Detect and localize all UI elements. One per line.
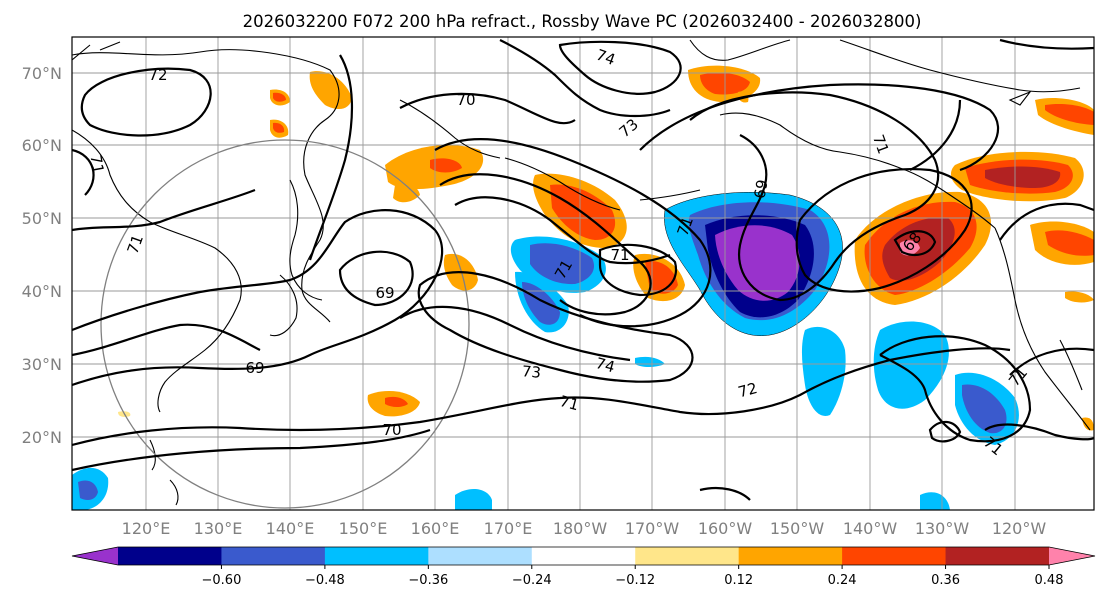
- lat-label-60n: 60°N: [22, 136, 62, 155]
- colorbar-tick-label: −0.60: [202, 573, 242, 588]
- contour-label: 71: [674, 214, 697, 238]
- colorbar-segment: [842, 547, 947, 565]
- lon-label: 160°W: [698, 519, 753, 538]
- map-panel: 72 70 71 71 74 73 71 69 69 71 71 73 74 7…: [71, 36, 1095, 511]
- negative-anomaly-cells-south: [72, 321, 1019, 510]
- contour-label: 71: [558, 392, 581, 414]
- colorbar-segment: [221, 547, 326, 565]
- contour-label: 69: [245, 359, 264, 377]
- lon-label: 160°E: [411, 519, 460, 538]
- lat-label-50n: 50°N: [22, 209, 62, 228]
- longitude-labels: 120°E 130°E 140°E 150°E 160°E 170°E 180°…: [122, 519, 1047, 538]
- lon-label: 150°W: [770, 519, 825, 538]
- contour-label: 72: [736, 379, 759, 401]
- colorbar-extend-max: [1049, 547, 1095, 565]
- colorbar-tick-label: 0.48: [1035, 573, 1064, 588]
- shaded-anomalies: [72, 65, 1094, 510]
- lon-label: 120°E: [122, 519, 171, 538]
- colorbar-tick-label: −0.24: [512, 573, 552, 588]
- contour-label: 71: [610, 246, 629, 264]
- contour-labels: 72 70 71 71 74 73 71 69 69 71 71 73 74 7…: [86, 46, 1031, 460]
- colorbar-segment: [118, 547, 222, 565]
- contour-label: 71: [869, 132, 892, 156]
- map-frame: [71, 36, 1095, 511]
- contour-label: 72: [148, 66, 167, 84]
- colorbar-segment: [428, 547, 533, 565]
- colorbar: −0.60 −0.48 −0.36 −0.24 −0.12 0.12 0.24 0.36 0.4…: [71, 546, 1096, 588]
- colorbar-segment: [531, 547, 636, 565]
- reference-circle: [100, 139, 470, 509]
- lon-label: 150°E: [339, 519, 388, 538]
- lon-label: 170°W: [625, 519, 680, 538]
- contour-label: 69: [375, 284, 394, 302]
- lat-label-20n: 20°N: [22, 428, 62, 447]
- lon-label: 140°W: [843, 519, 898, 538]
- colorbar-outline: [71, 546, 1096, 566]
- lon-label: 180°W: [553, 519, 608, 538]
- colorbar-tick-label: −0.48: [305, 573, 345, 588]
- colorbar-tick-label: 0.12: [724, 573, 753, 588]
- contour-label: 69: [751, 178, 772, 200]
- latitude-labels: 70°N 60°N 50°N 40°N 30°N 20°N: [22, 64, 62, 447]
- contour-label: 71: [86, 153, 107, 175]
- map-title: 2026032200 F072 200 hPa refract., Rossby…: [243, 12, 922, 31]
- contour-label: 70: [382, 421, 401, 439]
- colorbar-segment: [738, 547, 843, 565]
- contour-label: 74: [594, 354, 617, 376]
- colorbar-tick-label: −0.36: [408, 573, 448, 588]
- colorbar-tick-label: −0.12: [615, 573, 655, 588]
- colorbar-segment: [945, 547, 1050, 565]
- lat-label-30n: 30°N: [22, 355, 62, 374]
- colorbar-tick-label: 0.36: [931, 573, 960, 588]
- gridlines: [72, 37, 1094, 510]
- lon-label: 130°W: [915, 519, 970, 538]
- positive-anomaly-cell-canada: [950, 98, 1094, 431]
- contour-label: 71: [124, 232, 147, 256]
- colorbar-segment: [635, 547, 740, 565]
- colorbar-segment: [324, 547, 429, 565]
- positive-anomaly-cell-kuril: [118, 71, 484, 417]
- lat-label-40n: 40°N: [22, 282, 62, 301]
- lon-label: 120°W: [992, 519, 1047, 538]
- negative-anomaly-cell-west: [510, 236, 606, 333]
- lon-label: 130°E: [194, 519, 243, 538]
- contour-label: 70: [456, 91, 475, 109]
- refractivity-contours: [72, 38, 1094, 501]
- lon-label: 170°E: [484, 519, 533, 538]
- lat-label-70n: 70°N: [22, 64, 62, 83]
- contour-label: 73: [521, 362, 542, 382]
- lon-label: 140°E: [266, 519, 315, 538]
- colorbar-tick-label: 0.24: [828, 573, 857, 588]
- contour-label: 74: [594, 46, 618, 69]
- colorbar-extend-min: [72, 547, 118, 565]
